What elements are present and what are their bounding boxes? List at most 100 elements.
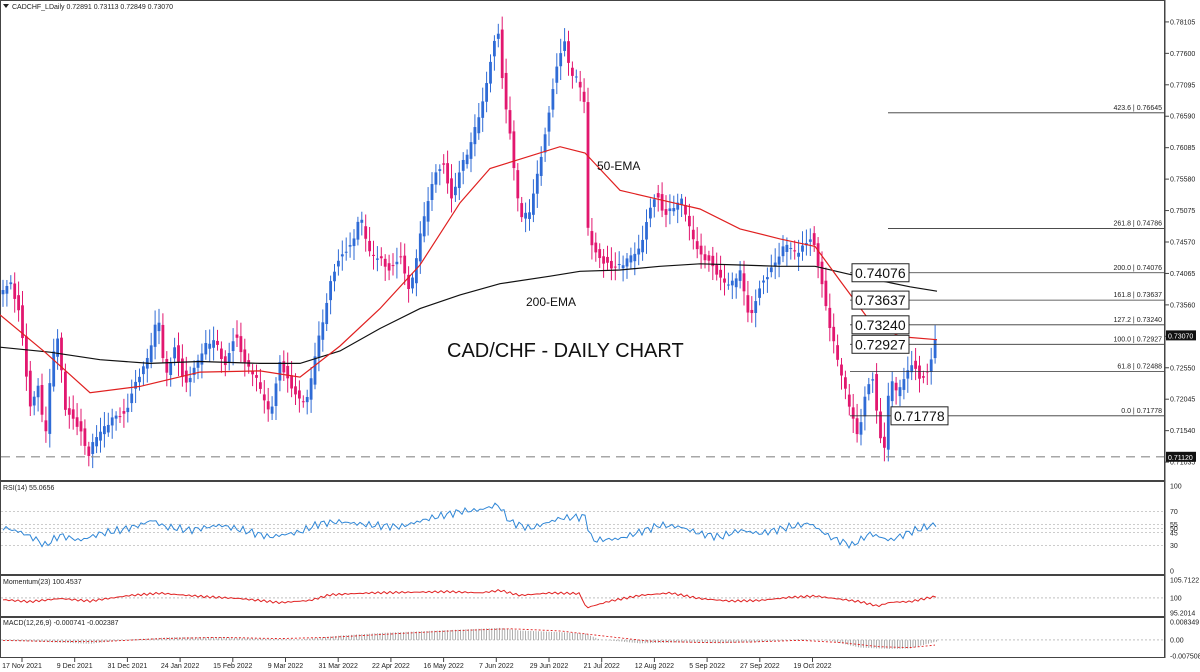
candle-body [898,387,902,397]
candle-body [645,222,648,240]
bear-candle [578,70,582,102]
candle-body [122,411,126,414]
candle-body [192,367,196,376]
bull-candle [617,251,621,270]
bear-candle [407,266,410,303]
bear-candle [220,341,223,373]
bear-candle [820,251,824,298]
bear-candle [598,243,602,269]
fib-level-label: 61.8 | 0.72488 [1117,364,1162,371]
candle-body [918,365,921,379]
candle-body [294,386,297,395]
bull-candle [333,263,336,292]
candle-body [83,428,87,446]
candle-body [512,131,516,169]
candle-body [477,117,481,134]
bear-candle [703,245,707,269]
bear-candle [28,360,32,416]
price-tick-label: 0.78105 [1170,19,1195,26]
candle-body [773,262,777,267]
price-tick-label: 0.71540 [1170,428,1195,435]
candle-body [906,370,910,379]
candle-body [169,362,173,376]
bull-candle [231,328,235,366]
candle-body [223,356,227,366]
bull-candle [547,106,551,146]
price-tag-bg [1166,330,1196,341]
candle-body [415,258,418,284]
bull-candle [114,411,118,431]
candle-body [239,336,243,353]
candle-body [138,376,141,383]
date-tick-label: 29 Jun 2022 [530,663,569,670]
candle-body [87,446,91,456]
bull-candle [173,337,176,366]
bull-candle [785,237,789,266]
bull-candle [376,246,379,272]
bear-candle [251,364,254,387]
rsi-plot [2,502,937,549]
bear-candle [87,441,91,467]
candle-body [387,263,391,271]
candle-body [208,343,212,349]
bull-candle [645,209,648,254]
candle-body [442,163,446,165]
candle-body [750,309,754,314]
candle-body [383,258,387,267]
candle-body [368,240,371,252]
candle-body [118,416,122,418]
candle-body [508,110,512,134]
candle-body [489,61,492,84]
bear-candle [602,248,605,278]
date-axis: 17 Nov 2021 9 Dec 2021 31 Dec 2021 24 Jan 2… [2,658,832,670]
price-tag-value: 0.73070 [1168,333,1193,340]
candle-body [500,29,504,79]
bull-candle [196,354,200,380]
date-tick-label: 9 Dec 2021 [57,663,93,670]
macd-label: MACD(12,26,9) -0.000741 -0.002387 [3,620,119,627]
candle-body [204,342,208,355]
candle-body [543,134,547,153]
candle-body [699,245,703,255]
bear-candle [298,380,301,413]
price-tags: 0.73070 0.71120 [1166,330,1196,462]
candle-body [496,33,500,39]
symbol-header: CADCHF_LDaily 0.72891 0.73113 0.72849 0.… [12,4,173,11]
bull-candle [493,35,496,71]
candle-body [797,252,800,257]
bull-candle [890,371,894,409]
bull-candle [344,237,348,261]
bull-candle [110,408,114,439]
candle-body [364,226,368,239]
bear-candle [828,293,832,342]
candle-body [126,407,130,413]
dropdown-triangle-icon[interactable] [3,4,9,8]
candle-body [418,233,422,262]
candle-body [567,41,570,63]
bull-candle [532,179,535,223]
bull-candle [738,261,742,289]
date-tick-label: 19 Oct 2022 [793,663,831,670]
bull-candle [270,396,274,420]
bull-candle [340,240,344,271]
candle-body [251,370,254,375]
bull-candle [886,382,890,462]
candle-body [130,393,134,404]
candle-body [758,288,761,298]
candle-body [344,251,348,253]
rsi-tick-label: 100 [1170,484,1182,491]
candle-body [430,184,434,200]
price-tick-label: 0.71035 [1170,460,1195,467]
candle-body [321,322,325,340]
bull-candle [274,377,278,421]
candle-body [40,385,44,415]
fibonacci-levels: 423.6 | 0.76645 261.8 | 0.74786 200.0 | 0.… [850,105,1164,426]
candle-body [840,364,843,376]
candle-body [165,358,169,373]
date-tick-label: 22 Apr 2022 [372,663,410,670]
candle-body [5,285,9,294]
bear-candle [883,422,886,462]
bear-candle [364,214,368,252]
bull-candle [559,38,563,81]
momentum-tick-label: 100 [1170,595,1182,602]
